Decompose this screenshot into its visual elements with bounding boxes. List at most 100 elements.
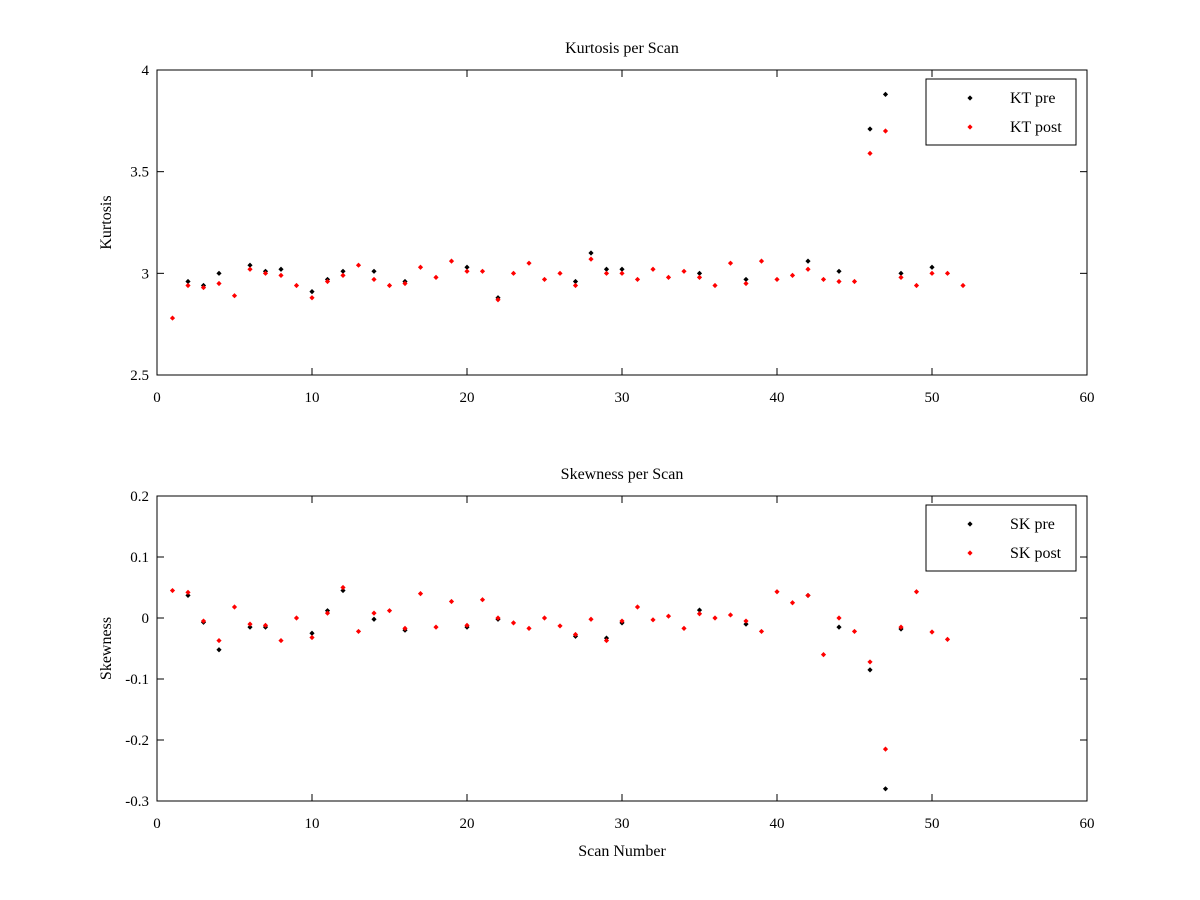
- data-point: [433, 274, 439, 280]
- data-point: [200, 284, 207, 291]
- data-point: [572, 278, 579, 285]
- data-point: [603, 270, 610, 276]
- data-point: [433, 624, 439, 630]
- data-point: [898, 270, 904, 276]
- data-point: [619, 266, 625, 272]
- y-tick-label: 0: [142, 611, 150, 627]
- x-tick-label: 20: [460, 390, 475, 406]
- legend-box: [925, 78, 1077, 146]
- data-point: [526, 260, 532, 266]
- data-point: [572, 282, 579, 289]
- x-tick-label: 50: [925, 390, 940, 406]
- legend-label: KT post: [1010, 119, 1062, 136]
- y-tick-label: -0.1: [125, 672, 149, 688]
- data-point: [944, 636, 951, 642]
- data-point: [216, 647, 222, 653]
- data-point: [929, 270, 935, 276]
- data-point: [293, 615, 300, 621]
- data-point: [944, 270, 951, 276]
- data-point: [278, 272, 284, 278]
- data-point: [262, 622, 269, 628]
- data-point: [216, 637, 222, 644]
- data-point: [727, 612, 734, 618]
- data-point: [247, 621, 253, 627]
- y-tick-label: 0.2: [130, 489, 149, 505]
- data-point: [851, 628, 858, 635]
- x-tick-label: 30: [615, 816, 630, 832]
- data-point: [340, 587, 346, 594]
- data-point: [355, 628, 362, 635]
- data-point: [495, 615, 501, 621]
- data-point: [340, 268, 346, 274]
- x-tick-label: 60: [1080, 816, 1095, 832]
- data-point: [216, 270, 222, 276]
- data-point: [464, 622, 470, 628]
- data-point: [743, 618, 749, 624]
- data-point: [169, 587, 176, 594]
- data-point: [355, 262, 362, 268]
- skewness-panel: 0 10 20 30 40 50 60 -0.3 -0.2 -0.1 0 0.1 0.2 Skewness…: [98, 466, 1095, 860]
- x-tick-label: 0: [153, 816, 161, 832]
- data-point: [603, 637, 610, 644]
- data-point: [882, 786, 889, 792]
- data-point: [541, 276, 548, 283]
- data-point: [805, 266, 811, 272]
- data-point: [557, 623, 563, 629]
- data-point: [510, 620, 517, 626]
- data-point: [836, 268, 842, 274]
- data-point: [805, 592, 811, 599]
- data-point: [820, 276, 827, 283]
- data-point: [402, 280, 408, 287]
- data-point: [309, 634, 315, 641]
- x-tick-label: 0: [153, 390, 161, 406]
- data-point: [309, 295, 315, 301]
- data-point: [650, 266, 656, 272]
- data-point: [588, 616, 594, 622]
- x-tick-label: 40: [770, 390, 785, 406]
- x-tick-label: 40: [770, 816, 785, 832]
- data-point: [309, 630, 315, 636]
- y-axis-label: Skewness: [98, 617, 115, 680]
- legend-marker: [967, 95, 973, 101]
- data-point: [696, 611, 703, 617]
- data-point: [293, 282, 300, 289]
- data-point: [758, 628, 765, 635]
- legend-marker: [967, 521, 973, 527]
- y-tick-label: 4: [142, 63, 150, 79]
- chart-title: Skewness per Scan: [561, 466, 684, 483]
- data-point: [479, 268, 486, 274]
- data-point: [247, 262, 253, 268]
- data-point: [464, 264, 470, 270]
- y-tick-label: -0.3: [125, 794, 149, 810]
- data-point: [262, 270, 269, 276]
- data-point: [231, 293, 238, 299]
- data-point: [634, 604, 641, 610]
- data-point: [681, 625, 687, 631]
- data-point: [340, 584, 346, 591]
- data-point: [820, 652, 827, 658]
- data-point: [758, 258, 765, 264]
- data-point: [417, 264, 424, 270]
- data-point: [526, 625, 532, 631]
- data-point: [743, 276, 749, 283]
- data-point: [324, 610, 331, 616]
- legend-label: SK post: [1010, 545, 1062, 562]
- data-point: [789, 600, 796, 606]
- data-point: [619, 270, 625, 276]
- x-tick-label: 10: [305, 390, 320, 406]
- data-point: [464, 268, 470, 274]
- data-point: [867, 126, 873, 132]
- series-kt-post: [169, 128, 966, 321]
- data-point: [557, 270, 563, 276]
- data-point: [386, 608, 393, 614]
- data-point: [619, 618, 625, 624]
- data-point: [603, 266, 610, 272]
- data-point: [371, 616, 377, 622]
- data-point: [774, 276, 780, 283]
- data-point: [712, 282, 718, 289]
- data-point: [696, 274, 703, 280]
- legend: SK pre SK post: [925, 504, 1077, 572]
- data-point: [913, 589, 920, 595]
- data-point: [247, 624, 253, 630]
- data-point: [479, 597, 486, 603]
